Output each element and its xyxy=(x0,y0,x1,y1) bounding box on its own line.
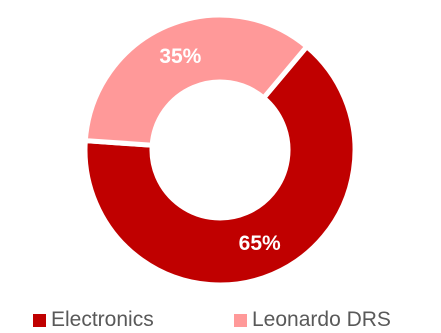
legend-swatch-leonardo-drs xyxy=(234,313,247,327)
chart-legend: Electronics Leonardo DRS xyxy=(0,307,441,333)
slice-leonardo-drs xyxy=(82,12,311,148)
legend-label-leonardo-drs: Leonardo DRS xyxy=(252,308,391,331)
data-label-electronics: 65% xyxy=(239,232,281,255)
legend-swatch-electronics xyxy=(33,313,46,327)
legend-item-leonardo-drs: Leonardo DRS xyxy=(234,307,391,333)
slice-electronics xyxy=(82,43,358,288)
legend-label-electronics: Electronics xyxy=(51,308,154,331)
legend-item-electronics: Electronics xyxy=(33,307,154,333)
data-label-leonardo-drs: 35% xyxy=(159,45,201,68)
donut-chart: 65% 35% xyxy=(82,12,358,288)
